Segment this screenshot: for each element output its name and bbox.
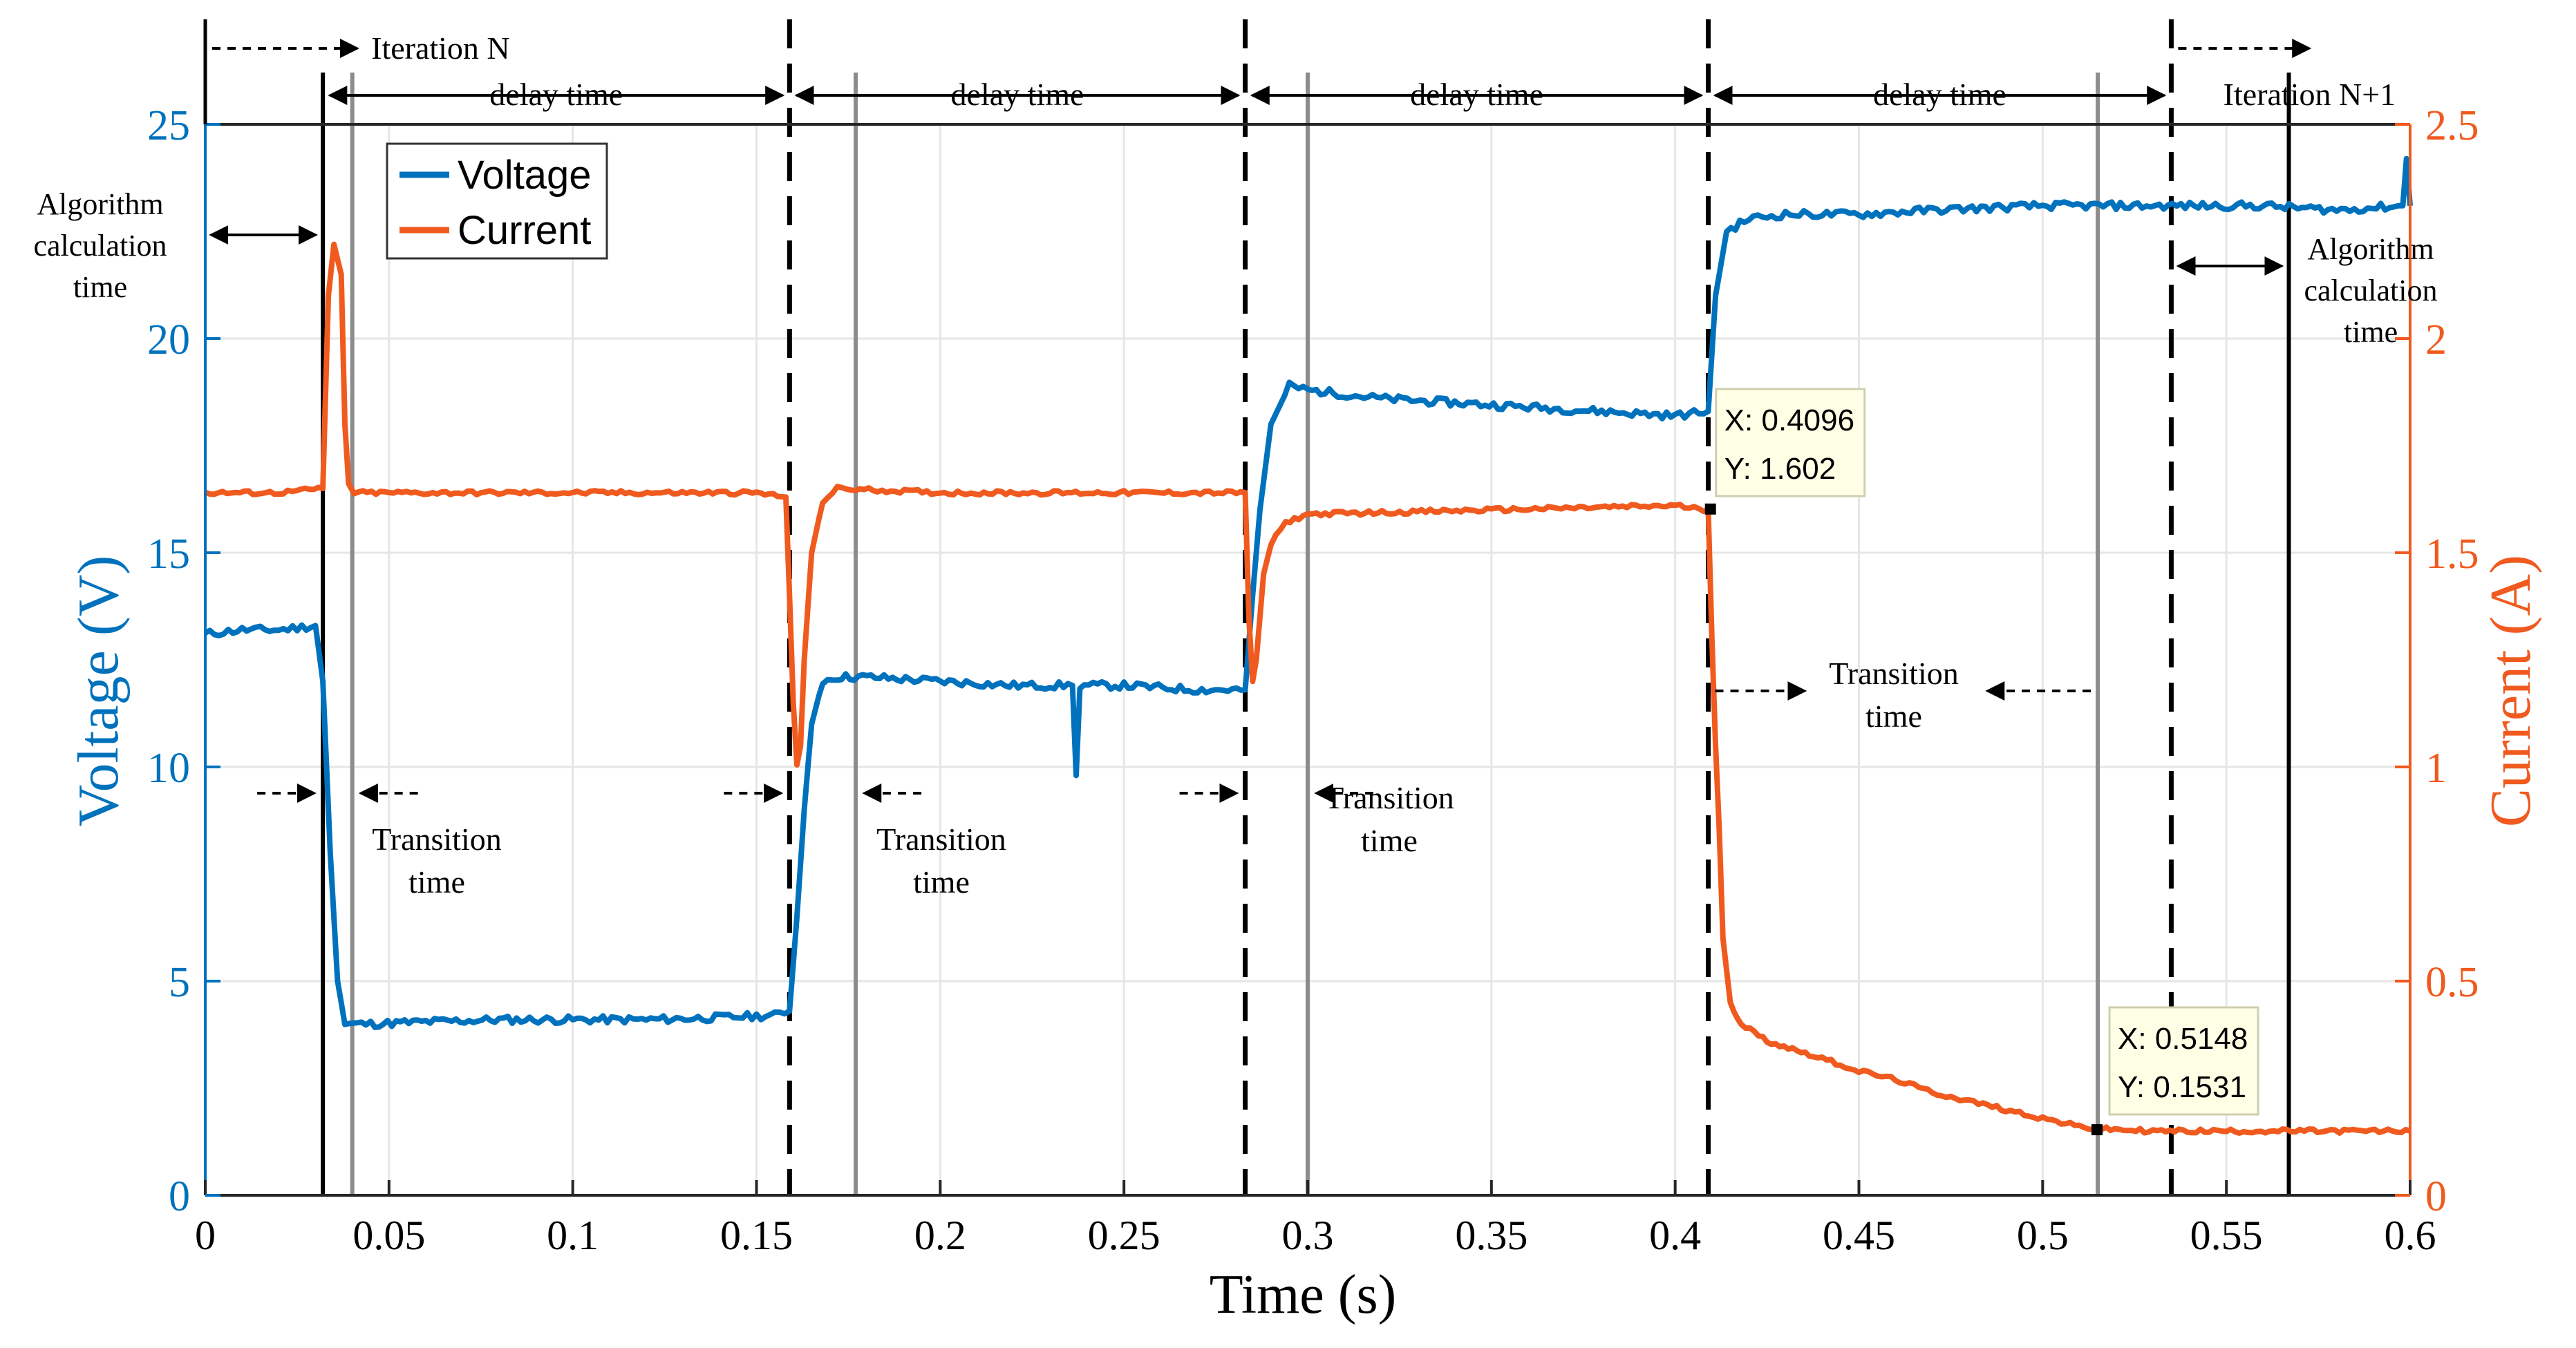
series-line-current [204, 241, 2412, 1136]
x-tick-label: 0.25 [1088, 1213, 1160, 1258]
transition-label: time [1865, 699, 1922, 734]
datatip-y: Y: 1.602 [1724, 452, 1836, 486]
y-left-tick-label: 15 [147, 531, 190, 578]
transition-label: time [408, 864, 465, 900]
y-axis-label-right: Current (A) [2479, 555, 2543, 827]
transition-label: Transition [1324, 780, 1454, 815]
y-right-tick-label: 1 [2425, 745, 2447, 792]
datatip-y: Y: 0.1531 [2118, 1070, 2246, 1104]
transition-label: time [1361, 823, 1418, 858]
transition-label: Transition [876, 822, 1006, 857]
y-left-tick-label: 0 [169, 1173, 190, 1220]
legend: Voltage Current [386, 142, 608, 260]
x-tick-label: 0.05 [352, 1213, 425, 1258]
y-right-tick-label: 2 [2425, 316, 2447, 363]
algorithm-time-label-right: Algorithm [2307, 232, 2434, 266]
x-tick-label: 0.15 [720, 1213, 793, 1258]
x-tick-label: 0.3 [1282, 1213, 1334, 1258]
x-tick-label: 0 [195, 1213, 216, 1258]
algorithm-time-label-right: time [2344, 315, 2398, 349]
y-right-tick-label: 0.5 [2425, 959, 2479, 1006]
algorithm-time-label-left: Algorithm [37, 187, 163, 221]
iteration-n1-label: Iteration N+1 [2224, 77, 2396, 112]
transition-label: time [913, 864, 970, 900]
datatip-x: X: 0.4096 [1724, 404, 1854, 437]
x-tick-label: 0.5 [2017, 1213, 2069, 1258]
delay-time-label: delay time [951, 77, 1084, 112]
legend-voltage-label: Voltage [458, 153, 592, 198]
x-tick-label: 0.55 [2190, 1213, 2263, 1258]
delay-time-label: delay time [1410, 77, 1543, 112]
x-tick-label: 0.35 [1455, 1213, 1527, 1258]
x-axis-label: Time (s) [1210, 1264, 1396, 1325]
annotations: Iteration N Iteration N+1 delay time delay … [33, 19, 2438, 1136]
datatip-point [2091, 1124, 2103, 1136]
transition-label: Transition [1829, 656, 1958, 691]
series-line-voltage [204, 155, 2413, 1030]
y-axis-label-left: Voltage (V) [66, 556, 131, 827]
y-left-tick-label: 20 [147, 316, 190, 363]
algorithm-time-label-left: time [73, 270, 127, 304]
algorithm-time-label-right: calculation [2304, 274, 2437, 307]
datatip-box [2108, 1006, 2259, 1116]
delay-time-label: delay time [1873, 77, 2006, 112]
x-tick-label: 0.2 [914, 1213, 966, 1258]
series [204, 155, 2413, 1136]
delay-time-label: delay time [489, 77, 623, 112]
y-left-tick-label: 5 [169, 959, 190, 1006]
y-right-tick-label: 1.5 [2425, 531, 2479, 578]
datatip-point [1704, 503, 1716, 515]
x-tick-label: 0.1 [547, 1213, 599, 1258]
y-left-tick-label: 25 [147, 102, 190, 149]
iteration-n-label: Iteration N [371, 30, 510, 66]
x-tick-label: 0.4 [1649, 1213, 1701, 1258]
y-right-tick-label: 2.5 [2425, 102, 2479, 149]
legend-current-label: Current [458, 208, 591, 253]
transition-label: Transition [372, 822, 501, 857]
y-right-tick-label: 0 [2425, 1173, 2447, 1220]
legend-box [386, 142, 608, 260]
y-left-tick-label: 10 [147, 745, 190, 792]
datatip-x: X: 0.5148 [2118, 1022, 2248, 1056]
datatip-box [1715, 388, 1866, 497]
algorithm-time-label-left: calculation [33, 229, 167, 263]
x-tick-label: 0.6 [2385, 1213, 2436, 1258]
axes: 0 0.05 0.1 0.15 0.2 0.25 0.3 0.35 0.4 0.45 0.5 0.55… [147, 102, 2479, 1258]
x-tick-label: 0.45 [1823, 1213, 1895, 1258]
